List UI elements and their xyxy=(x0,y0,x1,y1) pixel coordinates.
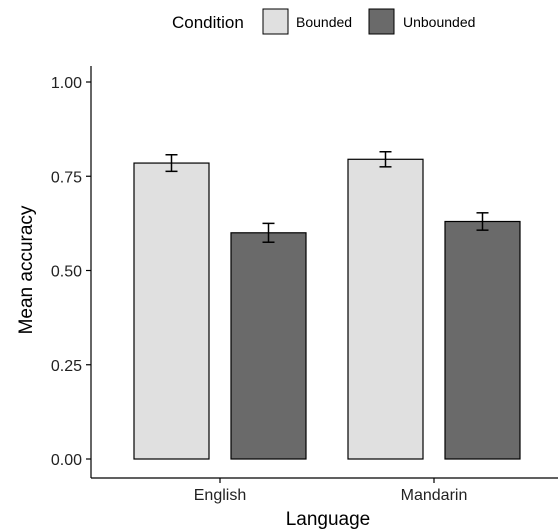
legend: Condition Bounded Unbounded xyxy=(172,8,475,35)
y-axis-title: Mean accuracy xyxy=(16,205,37,334)
bar-bounded-english xyxy=(133,162,210,460)
y-tick-label: 1.00 xyxy=(51,75,82,92)
x-ticks: English Mandarin xyxy=(194,478,468,504)
y-tick-label: 0.50 xyxy=(51,264,82,281)
bar-unbounded-mandarin xyxy=(444,220,521,460)
y-tick-label: 0.00 xyxy=(51,452,82,469)
y-tick-label: 0.25 xyxy=(51,358,82,375)
bar-unbounded-english xyxy=(230,232,307,460)
x-axis-title: Language xyxy=(286,509,371,529)
y-tick-label: 0.75 xyxy=(51,169,82,186)
x-tick-label: English xyxy=(194,487,246,504)
bar-bounded-mandarin xyxy=(347,158,424,460)
y-ticks: 0.00 0.25 0.50 0.75 1.00 xyxy=(51,75,91,469)
legend-swatch-unbounded xyxy=(368,8,395,35)
legend-label-unbounded: Unbounded xyxy=(403,14,475,30)
x-tick-label: Mandarin xyxy=(401,487,468,504)
legend-swatch-bounded xyxy=(262,8,289,35)
bars xyxy=(133,150,521,460)
legend-label-bounded: Bounded xyxy=(296,14,352,30)
legend-title: Condition xyxy=(172,13,244,32)
